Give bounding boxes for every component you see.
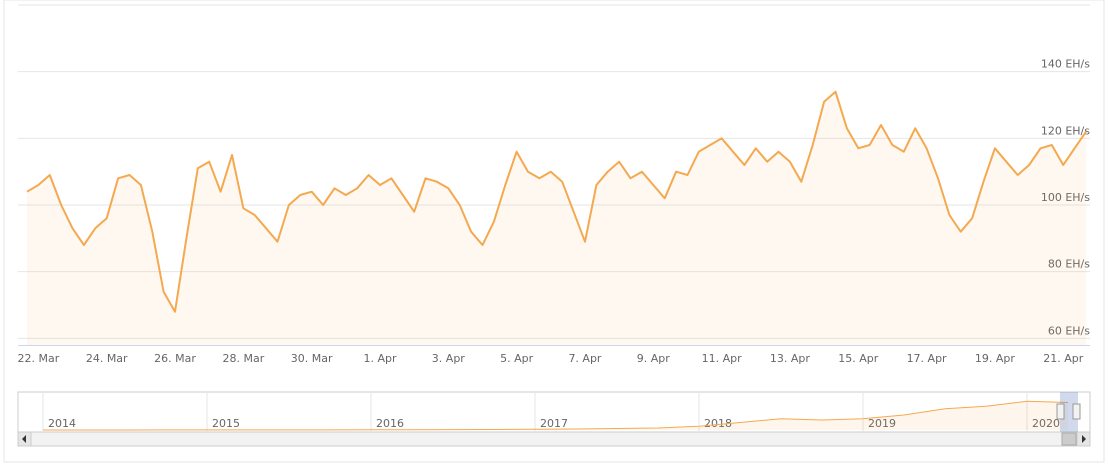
x-tick-label: 30. Mar — [291, 352, 333, 365]
x-tick-label: 5. Apr — [500, 352, 533, 365]
y-tick-label: 140 EH/s — [1041, 58, 1090, 71]
navigator-area — [43, 401, 1068, 430]
x-tick-label: 13. Apr — [770, 352, 810, 365]
y-tick-label: 60 EH/s — [1048, 324, 1090, 337]
arrow-icon — [22, 435, 26, 443]
scrollbar[interactable] — [17, 431, 1091, 447]
navigator-mask — [1060, 392, 1078, 432]
x-tick-label: 1. Apr — [363, 352, 396, 365]
navigator-label: 2015 — [212, 417, 240, 430]
x-tick-label: 21. Apr — [1043, 352, 1083, 365]
navigator-line — [43, 400, 1069, 431]
x-tick-label: 9. Apr — [637, 352, 670, 365]
y-tick-label: 120 EH/s — [1041, 124, 1090, 137]
x-tick-label: 15. Apr — [838, 352, 878, 365]
navigator-frame — [17, 391, 1091, 433]
navigator-label: 2016 — [376, 417, 404, 430]
x-tick-label: 22. Mar — [18, 352, 60, 365]
y-tick-label: 80 EH/s — [1048, 258, 1090, 271]
x-tick-label: 26. Mar — [154, 352, 196, 365]
navigator-label: 2018 — [704, 417, 732, 430]
navigator-label: 2014 — [48, 417, 76, 430]
area-fill — [27, 91, 1086, 345]
x-tick-label: 17. Apr — [907, 352, 947, 365]
x-tick-label: 3. Apr — [432, 352, 465, 365]
navigator-label: 2017 — [540, 417, 568, 430]
handle-right[interactable] — [1072, 403, 1081, 420]
arrow-icon — [1082, 435, 1086, 443]
x-tick-label: 7. Apr — [568, 352, 601, 365]
line — [26, 90, 1087, 313]
x-tick-label: 19. Apr — [975, 352, 1015, 365]
x-tick-label: 24. Mar — [86, 352, 128, 365]
navigator-label: 2019 — [868, 417, 896, 430]
x-tick-label: 28. Mar — [222, 352, 264, 365]
scroll-thumb[interactable] — [1061, 432, 1077, 446]
handle-left[interactable] — [1056, 403, 1065, 420]
navigator-label: 2020 — [1032, 417, 1060, 430]
y-tick-label: 100 EH/s — [1041, 191, 1090, 204]
x-tick-label: 11. Apr — [702, 352, 742, 365]
